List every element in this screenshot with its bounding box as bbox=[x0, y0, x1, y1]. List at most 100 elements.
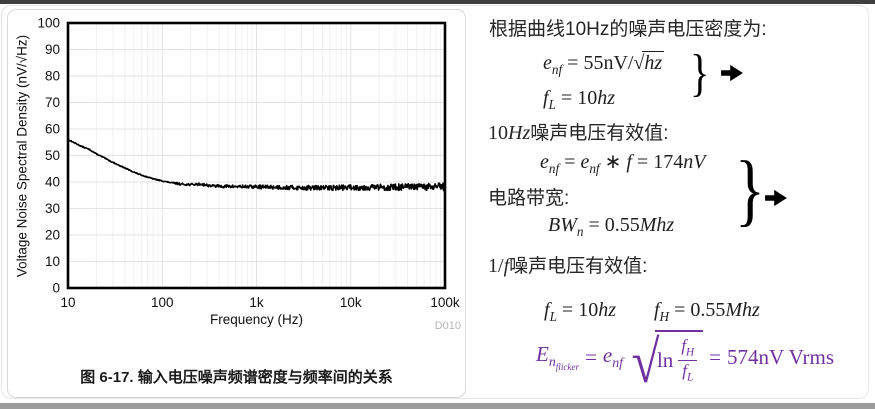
svg-text:10: 10 bbox=[60, 295, 75, 310]
en-flicker-term: Enflicker bbox=[536, 342, 579, 372]
bottom-window-edge bbox=[0, 403, 875, 409]
value-174: 174 bbox=[653, 151, 684, 173]
formula-enf-rms: enf = enf ∗ f = 174nV bbox=[540, 149, 705, 177]
equals: = bbox=[631, 151, 654, 173]
note-heading-bandwidth: 电路带宽: bbox=[488, 188, 570, 209]
svg-text:10k: 10k bbox=[340, 295, 362, 310]
var-fh: f bbox=[681, 336, 687, 355]
heading-flicker-text: 噪声电压有效值: bbox=[509, 256, 648, 277]
sub-nf-2: nf bbox=[589, 161, 600, 176]
equals: = bbox=[585, 344, 597, 369]
radicand-hz: hz bbox=[644, 52, 663, 74]
radical-sign: √ bbox=[633, 52, 645, 74]
grouping-brace-2: } bbox=[735, 146, 765, 234]
result-574nv-vrms: 574nV Vrms bbox=[727, 344, 835, 369]
var-e: E bbox=[536, 342, 549, 367]
value-10: 10 bbox=[577, 87, 598, 109]
svg-text:90: 90 bbox=[45, 42, 60, 57]
equals: = bbox=[709, 344, 721, 369]
radical-sign: √ bbox=[631, 328, 660, 395]
var-fh: f bbox=[653, 299, 660, 321]
sub-l: L bbox=[548, 97, 556, 112]
var-enf: e bbox=[543, 52, 552, 74]
sub-nf: nf bbox=[548, 161, 560, 176]
note-heading-density: 根据曲线10Hz的噪声电压密度为: bbox=[489, 19, 767, 40]
var-fl: f bbox=[543, 87, 549, 109]
svg-text:0: 0 bbox=[52, 281, 60, 296]
equals: = bbox=[583, 214, 605, 236]
sub-n: n bbox=[576, 224, 584, 239]
sub-nf: nf bbox=[551, 62, 563, 77]
unit-nv: nV bbox=[683, 151, 706, 173]
svg-text:40: 40 bbox=[45, 175, 60, 190]
var-bw: BW bbox=[548, 214, 577, 236]
fh-over-fl-fraction: fH fL bbox=[678, 336, 698, 384]
heading-10: 10 bbox=[488, 122, 508, 144]
equals: = bbox=[562, 52, 584, 74]
equals: = bbox=[669, 299, 691, 321]
var-enf: e bbox=[540, 151, 549, 173]
annotation-panel: 根据曲线10Hz的噪声电压密度为: enf = 55nV/√hz fL = 10… bbox=[480, 8, 872, 404]
formula-fl: fL = 10hz bbox=[543, 87, 615, 113]
heading-one-over: 1/ bbox=[488, 255, 504, 277]
svg-text:50: 50 bbox=[45, 148, 60, 163]
sub-h: H bbox=[686, 346, 695, 359]
sub-nf: nf bbox=[612, 355, 624, 371]
formula-fl-fh: fL = 10hz fH = 0.55Mhz bbox=[544, 299, 760, 325]
var-f: f bbox=[626, 151, 632, 173]
note-heading-10hz-rms: 10Hz噪声电压有效值: bbox=[488, 118, 669, 145]
unit-mhz: Mhz bbox=[639, 214, 675, 236]
formula-bandwidth: BWn = 0.55Mhz bbox=[548, 214, 674, 240]
value-10: 10 bbox=[578, 299, 599, 321]
svg-text:100k: 100k bbox=[430, 295, 460, 310]
var-fl: f bbox=[544, 299, 550, 321]
var-enf: e bbox=[602, 343, 613, 368]
ln-operator: ln bbox=[656, 347, 674, 372]
svg-text:10: 10 bbox=[45, 254, 60, 269]
plot-watermark: D010 bbox=[434, 320, 461, 332]
equals: = bbox=[556, 299, 579, 321]
var-fl: f bbox=[682, 360, 687, 380]
equals: = bbox=[555, 87, 578, 109]
note-heading-flicker: 1/f噪声电压有效值: bbox=[488, 251, 647, 278]
value-055: 0.55 bbox=[690, 299, 726, 321]
value-055: 0.55 bbox=[604, 214, 640, 236]
square-root: √ ln fH fL bbox=[629, 328, 704, 395]
unit-hz: hz bbox=[597, 87, 615, 109]
sub-h: H bbox=[659, 309, 670, 324]
sub-l: L bbox=[686, 371, 694, 384]
svg-text:20: 20 bbox=[45, 228, 60, 243]
svg-text:100: 100 bbox=[37, 16, 60, 31]
fl-term: fL = 10hz bbox=[544, 299, 616, 324]
figure-caption-label: 图 6-17. bbox=[80, 369, 134, 386]
sub-l: L bbox=[549, 309, 557, 324]
sub-n: n bbox=[548, 354, 556, 370]
enf-term: enf bbox=[603, 343, 623, 371]
svg-text:70: 70 bbox=[45, 95, 60, 110]
heading-rms-text: 噪声电压有效值: bbox=[530, 123, 669, 144]
right-arrow-icon bbox=[765, 189, 787, 207]
top-window-edge bbox=[0, 0, 875, 4]
heading-f: f bbox=[503, 255, 510, 277]
figure-caption: 图 6-17. 输入电压噪声频谱密度与频率间的关系 bbox=[8, 366, 465, 387]
x-axis-title: Frequency (Hz) bbox=[209, 312, 304, 327]
formula-flicker-noise: Enflicker = enf √ ln fH fL = 574nV Vrms bbox=[536, 328, 835, 395]
svg-text:60: 60 bbox=[45, 122, 60, 137]
heading-hz: Hz bbox=[508, 122, 531, 144]
multiply-operator: ∗ bbox=[599, 151, 627, 173]
unit-hz: hz bbox=[598, 299, 616, 321]
svg-text:30: 30 bbox=[45, 201, 60, 216]
unit-mhz: Mhz bbox=[725, 299, 760, 321]
var-enf-2: e bbox=[580, 151, 590, 173]
sub-flicker: flicker bbox=[555, 362, 580, 373]
svg-text:100: 100 bbox=[151, 295, 174, 310]
value-55nv: 55nV/ bbox=[583, 52, 634, 74]
y-axis-title: Voltage Noise Spectral Density (nV/√Hz) bbox=[14, 34, 30, 278]
formula-noise-density: enf = 55nV/√hz bbox=[543, 51, 665, 78]
right-arrow-icon bbox=[721, 64, 743, 82]
equals: = bbox=[559, 151, 581, 173]
figure-caption-text: 输入电压噪声频谱密度与频率间的关系 bbox=[137, 369, 393, 386]
grouping-brace-1: } bbox=[690, 45, 710, 102]
